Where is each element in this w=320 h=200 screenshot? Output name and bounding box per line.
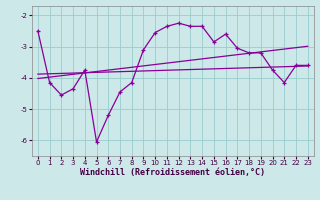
X-axis label: Windchill (Refroidissement éolien,°C): Windchill (Refroidissement éolien,°C) [80,168,265,177]
